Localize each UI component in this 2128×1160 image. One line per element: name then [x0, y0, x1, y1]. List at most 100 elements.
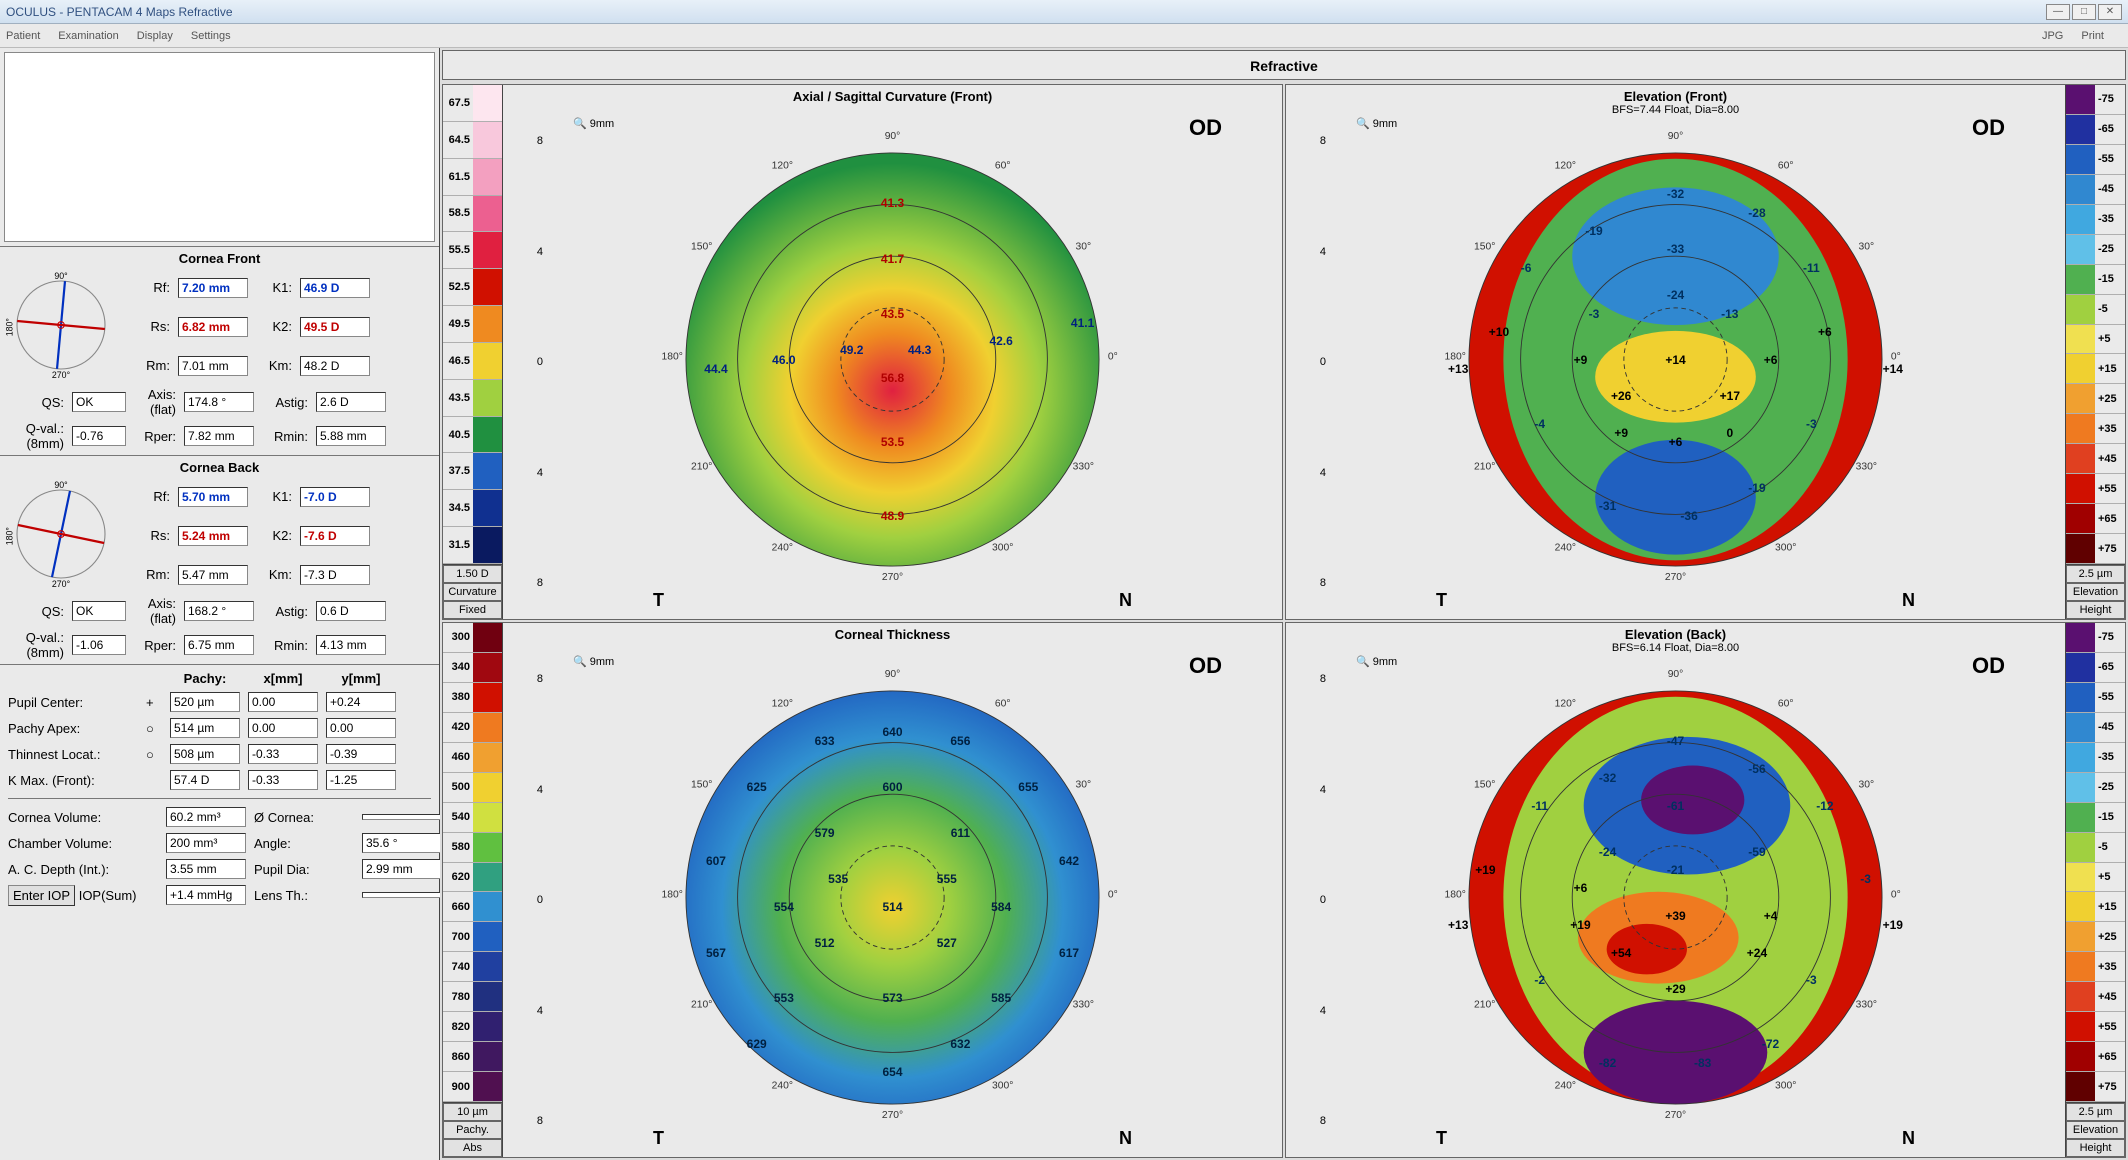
svg-text:270°: 270°: [882, 572, 903, 583]
svg-text:330°: 330°: [1073, 1000, 1094, 1011]
svg-text:270°: 270°: [1665, 1110, 1686, 1121]
svg-text:270°: 270°: [882, 1110, 903, 1121]
pupil-diameter: 2.99 mm: [362, 859, 442, 879]
menu-jpg[interactable]: JPG: [2042, 30, 2063, 42]
maps-title: Refractive: [442, 50, 2126, 80]
cornea-diameter: [362, 814, 442, 820]
pupil-center-pachy: 520 µm: [170, 692, 240, 712]
svg-text:90°: 90°: [885, 131, 901, 142]
map1-body[interactable]: Axial / Sagittal Curvature (Front)OD🔍 9m…: [503, 85, 1282, 619]
svg-text:330°: 330°: [1073, 462, 1094, 473]
map4-cell[interactable]: Elevation (Back)BFS=6.14 Float, Dia=8.00…: [1285, 622, 2126, 1158]
svg-text:240°: 240°: [772, 1080, 793, 1091]
chamber-volume: 200 mm³: [166, 833, 246, 853]
window-max-button[interactable]: □: [2072, 4, 2096, 20]
patient-info-panel: [4, 52, 435, 242]
menu-examination[interactable]: Examination: [58, 30, 119, 42]
svg-text:60°: 60°: [995, 699, 1011, 710]
menu-display[interactable]: Display: [137, 30, 173, 42]
svg-text:150°: 150°: [691, 241, 712, 252]
svg-text:150°: 150°: [1474, 779, 1495, 790]
enter-iop-button[interactable]: Enter IOP: [8, 885, 75, 906]
cornea-back-k2: -7.6 D: [300, 526, 370, 546]
map2-body[interactable]: Elevation (Front)BFS=7.44 Float, Dia=8.0…: [1286, 85, 2065, 619]
window-title: OCULUS - PENTACAM 4 Maps Refractive: [6, 5, 2044, 19]
map2-cell[interactable]: Elevation (Front)BFS=7.44 Float, Dia=8.0…: [1285, 84, 2126, 620]
map1-colorbar: 67.564.561.558.555.552.549.546.543.540.5…: [443, 85, 503, 619]
svg-text:60°: 60°: [1778, 699, 1794, 710]
label-rmin: Rmin:: [260, 429, 310, 444]
svg-text:30°: 30°: [1858, 779, 1874, 790]
svg-text:180°: 180°: [6, 527, 15, 545]
label-rs: Rs:: [132, 319, 172, 334]
svg-text:60°: 60°: [1778, 161, 1794, 172]
label-k1: K1:: [254, 280, 294, 295]
main-content: Cornea Front 90° 180° 270° Rf: 7.20 mm K…: [0, 48, 2128, 1160]
label-rm: Rm:: [132, 358, 172, 373]
map3-body[interactable]: Corneal ThicknessOD🔍 9mmTN840480°30°60°9…: [503, 623, 1282, 1157]
iop-sum: +1.4 mmHg: [166, 885, 246, 905]
menu-settings[interactable]: Settings: [191, 30, 231, 42]
svg-text:0°: 0°: [1891, 890, 1901, 901]
menu-patient[interactable]: Patient: [6, 30, 40, 42]
cornea-front-axis: 174.8 °: [184, 392, 254, 412]
label-km: Km:: [254, 358, 294, 373]
cornea-back-axis: 168.2 °: [184, 601, 254, 621]
cornea-back-km: -7.3 D: [300, 565, 370, 585]
svg-text:180°: 180°: [6, 318, 15, 336]
map4-body[interactable]: Elevation (Back)BFS=6.14 Float, Dia=8.00…: [1286, 623, 2065, 1157]
svg-text:210°: 210°: [691, 1000, 712, 1011]
pupil-center-x: 0.00: [248, 692, 318, 712]
pachy-apex: 514 µm: [170, 718, 240, 738]
label-rf: Rf:: [132, 280, 172, 295]
svg-text:210°: 210°: [691, 462, 712, 473]
label-qs: QS:: [6, 395, 66, 410]
svg-text:30°: 30°: [1075, 779, 1091, 790]
svg-text:0°: 0°: [1108, 352, 1118, 363]
chamber-angle: 35.6 °: [362, 833, 442, 853]
svg-text:270°: 270°: [52, 579, 70, 589]
cornea-back-qval: -1.06: [72, 635, 126, 655]
cornea-back-astig: 0.6 D: [316, 601, 386, 621]
map2-colorbar: -75-65-55-45-35-25-15-5+5+15+25+35+45+55…: [2065, 85, 2125, 619]
ac-depth: 3.55 mm: [166, 859, 246, 879]
svg-text:90°: 90°: [54, 480, 67, 490]
maps-grid: 67.564.561.558.555.552.549.546.543.540.5…: [440, 82, 2128, 1160]
svg-text:240°: 240°: [1555, 1080, 1576, 1091]
svg-text:150°: 150°: [1474, 241, 1495, 252]
svg-text:180°: 180°: [662, 890, 683, 901]
label-rper: Rper:: [128, 429, 178, 444]
map3-cell[interactable]: 3003403804204605005405806206607007407808…: [442, 622, 1283, 1158]
svg-text:180°: 180°: [662, 352, 683, 363]
svg-text:270°: 270°: [52, 370, 70, 380]
window-close-button[interactable]: ✕: [2098, 4, 2122, 20]
svg-text:90°: 90°: [1668, 131, 1684, 142]
svg-text:120°: 120°: [1555, 699, 1576, 710]
cornea-back-rf: 5.70 mm: [178, 487, 248, 507]
pachymetry-panel: Pachy: x[mm] y[mm] Pupil Center: + 520 µ…: [0, 664, 439, 911]
svg-text:330°: 330°: [1856, 1000, 1877, 1011]
menu-print[interactable]: Print: [2081, 30, 2104, 42]
svg-text:300°: 300°: [1775, 542, 1796, 553]
svg-text:90°: 90°: [885, 669, 901, 680]
svg-text:330°: 330°: [1856, 462, 1877, 473]
cornea-front-k1: 46.9 D: [300, 278, 370, 298]
svg-text:300°: 300°: [992, 1080, 1013, 1091]
kmax-front: 57.4 D: [170, 770, 240, 790]
svg-text:120°: 120°: [772, 161, 793, 172]
cornea-back-rm: 5.47 mm: [178, 565, 248, 585]
cornea-back-rmin: 4.13 mm: [316, 635, 386, 655]
cornea-front-rf: 7.20 mm: [178, 278, 248, 298]
cornea-back-rs: 5.24 mm: [178, 526, 248, 546]
svg-text:300°: 300°: [1775, 1080, 1796, 1091]
cornea-back-title: Cornea Back: [6, 460, 433, 475]
cornea-back-qs: OK: [72, 601, 126, 621]
svg-text:150°: 150°: [691, 779, 712, 790]
svg-text:90°: 90°: [54, 271, 67, 281]
label-astig: Astig:: [260, 395, 310, 410]
map1-cell[interactable]: 67.564.561.558.555.552.549.546.543.540.5…: [442, 84, 1283, 620]
cornea-front-rper: 7.82 mm: [184, 426, 254, 446]
thinnest-pachy: 508 µm: [170, 744, 240, 764]
window-min-button[interactable]: —: [2046, 4, 2070, 20]
svg-text:270°: 270°: [1665, 572, 1686, 583]
